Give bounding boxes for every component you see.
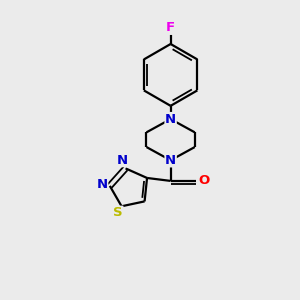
Text: O: O [198,174,209,188]
Text: F: F [166,21,175,34]
Text: S: S [113,206,123,219]
Text: N: N [165,112,176,126]
Text: N: N [117,154,128,167]
Text: N: N [165,154,176,167]
Text: N: N [97,178,108,191]
